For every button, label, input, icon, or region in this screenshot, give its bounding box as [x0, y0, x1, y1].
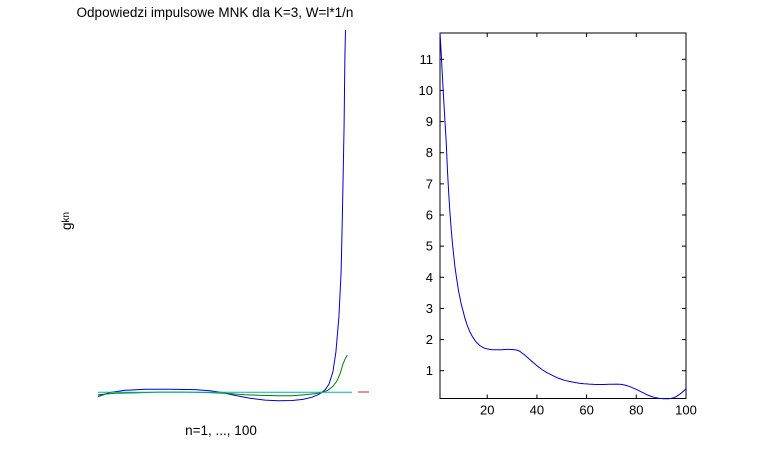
right-series-error-curve-blue — [439, 32, 687, 400]
right-plot-ytick-label: 1 — [426, 363, 433, 378]
right-plot-ytick-label: 11 — [420, 52, 434, 67]
right-plot-xtick-label: 100 — [675, 403, 697, 418]
left-chart-xlabel: n=1, ..., 100 — [185, 423, 257, 438]
right-plot-ytick-label: 7 — [426, 176, 433, 191]
right-plot-xtick-label: 80 — [629, 403, 643, 418]
left-series-impulse-response-blue — [97, 29, 346, 402]
right-plot-ytick-label: 5 — [426, 239, 433, 254]
right-plot-ytick-label: 4 — [426, 270, 433, 285]
right-plot-ytick-label: 10 — [419, 83, 433, 98]
right-plot-ytick-label: 2 — [426, 332, 433, 347]
right-plot-ytick-label: 3 — [426, 301, 433, 316]
right-plot-xtick-label: 20 — [480, 403, 494, 418]
right-plot-xtick-label: 60 — [579, 403, 593, 418]
right-plot-ytick-label: 6 — [426, 208, 433, 223]
ylabel-base: g — [58, 222, 74, 231]
ylabel-subscript: kn — [60, 211, 72, 223]
right-plot-xtick-label: 40 — [530, 403, 544, 418]
right-plot-ytick-label: 9 — [426, 114, 433, 129]
right-plot-box — [439, 32, 687, 399]
left-chart-ylabel: g kn — [46, 201, 86, 241]
left-chart-title: Odpowiedzi impulsowe MNK dla K=3, W=l*1/… — [76, 5, 354, 20]
right-plot-ytick-label: 8 — [426, 145, 433, 160]
